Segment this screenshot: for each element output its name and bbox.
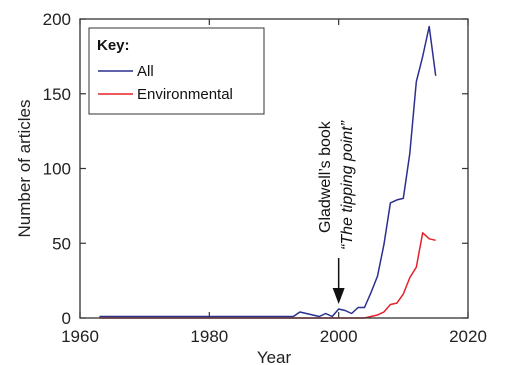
legend-label-environmental: Environmental [137,86,233,103]
series-line-all [99,25,437,318]
annotation-arrow-head [332,288,345,304]
annotation-line-1: Gladwell’s book [317,120,334,233]
series-line-environmental [99,232,436,319]
x-tick-label-1960: 1960 [61,327,99,346]
y-tick-label-200: 200 [43,10,71,29]
annotation-gladwell: Gladwell’s book “The tipping point” [317,120,356,304]
y-axis-label: Number of articles [15,100,34,238]
x-axis-label: Year [257,348,292,365]
legend: Key: All Environmental [88,27,265,115]
y-tick-label-0: 0 [62,309,71,328]
x-tick-label-2020: 2020 [449,327,487,346]
y-tick-label-50: 50 [52,234,71,253]
y-tick-label-100: 100 [43,160,71,179]
x-tick-label-1980: 1980 [190,327,228,346]
annotation-line-2: “The tipping point” [339,120,356,250]
y-tick-label-150: 150 [43,85,71,104]
legend-label-all: All [137,63,154,80]
plot-frame [79,18,469,319]
x-tick-label-2000: 2000 [320,327,358,346]
legend-title: Key: [97,37,130,54]
y-axis-ticks: 0 50 100 150 200 [43,10,468,328]
